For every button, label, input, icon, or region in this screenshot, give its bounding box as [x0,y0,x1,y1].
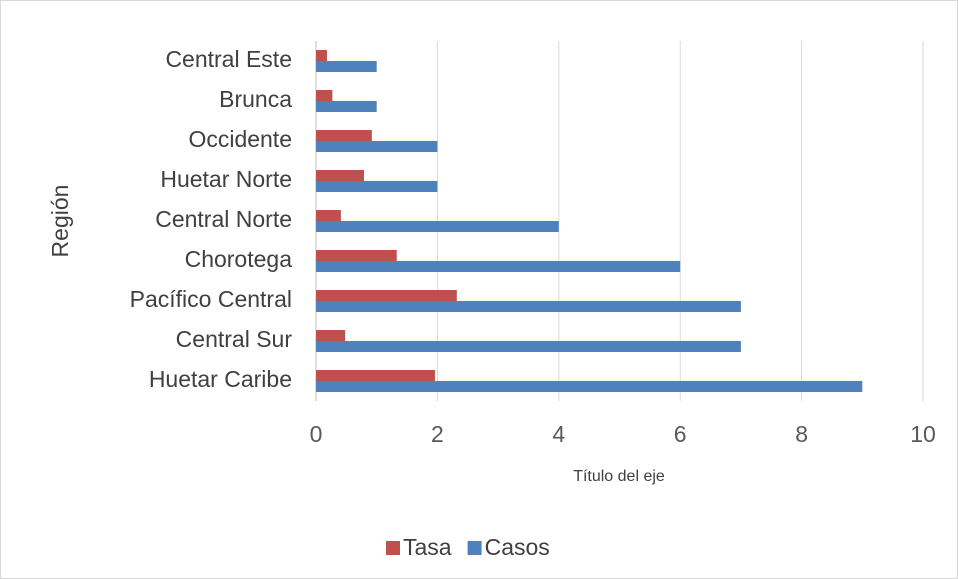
x-tick-label: 2 [431,421,444,447]
bar [316,90,333,101]
bar [316,381,863,392]
x-tick-label: 10 [910,421,936,447]
x-tick-label: 4 [552,421,565,447]
bar [316,261,681,272]
y-tick-label: Central Sur [176,326,293,352]
bar [316,341,741,352]
y-tick-label: Huetar Caribe [149,366,292,392]
legend-swatch [467,541,482,555]
bar [316,221,559,232]
bar [316,330,346,341]
x-tick-label: 6 [674,421,687,447]
bar [316,61,377,72]
bar [316,141,438,152]
bar [316,290,457,301]
legend-swatch [386,541,400,555]
bar [316,301,741,312]
bar [316,181,438,192]
bar [316,210,341,221]
x-axis-title: Título del eje [573,468,665,485]
bar [316,101,377,112]
y-tick-label: Central Este [165,46,292,72]
x-tick-label: 0 [310,421,323,447]
y-tick-label: Occidente [188,126,292,152]
bar [316,50,327,61]
bar [316,250,397,261]
y-tick-label: Pacífico Central [130,286,292,312]
bar [316,130,372,141]
y-tick-label: Brunca [219,86,292,112]
y-tick-label: Central Norte [155,206,292,232]
legend-label: Tasa [403,534,452,560]
bar [316,170,364,181]
y-tick-label: Chorotega [185,246,293,272]
y-tick-label: Huetar Norte [160,166,292,192]
x-tick-label: 8 [795,421,808,447]
y-axis-title: Región [47,185,73,258]
bar [316,370,435,381]
legend-label: Casos [485,534,550,560]
